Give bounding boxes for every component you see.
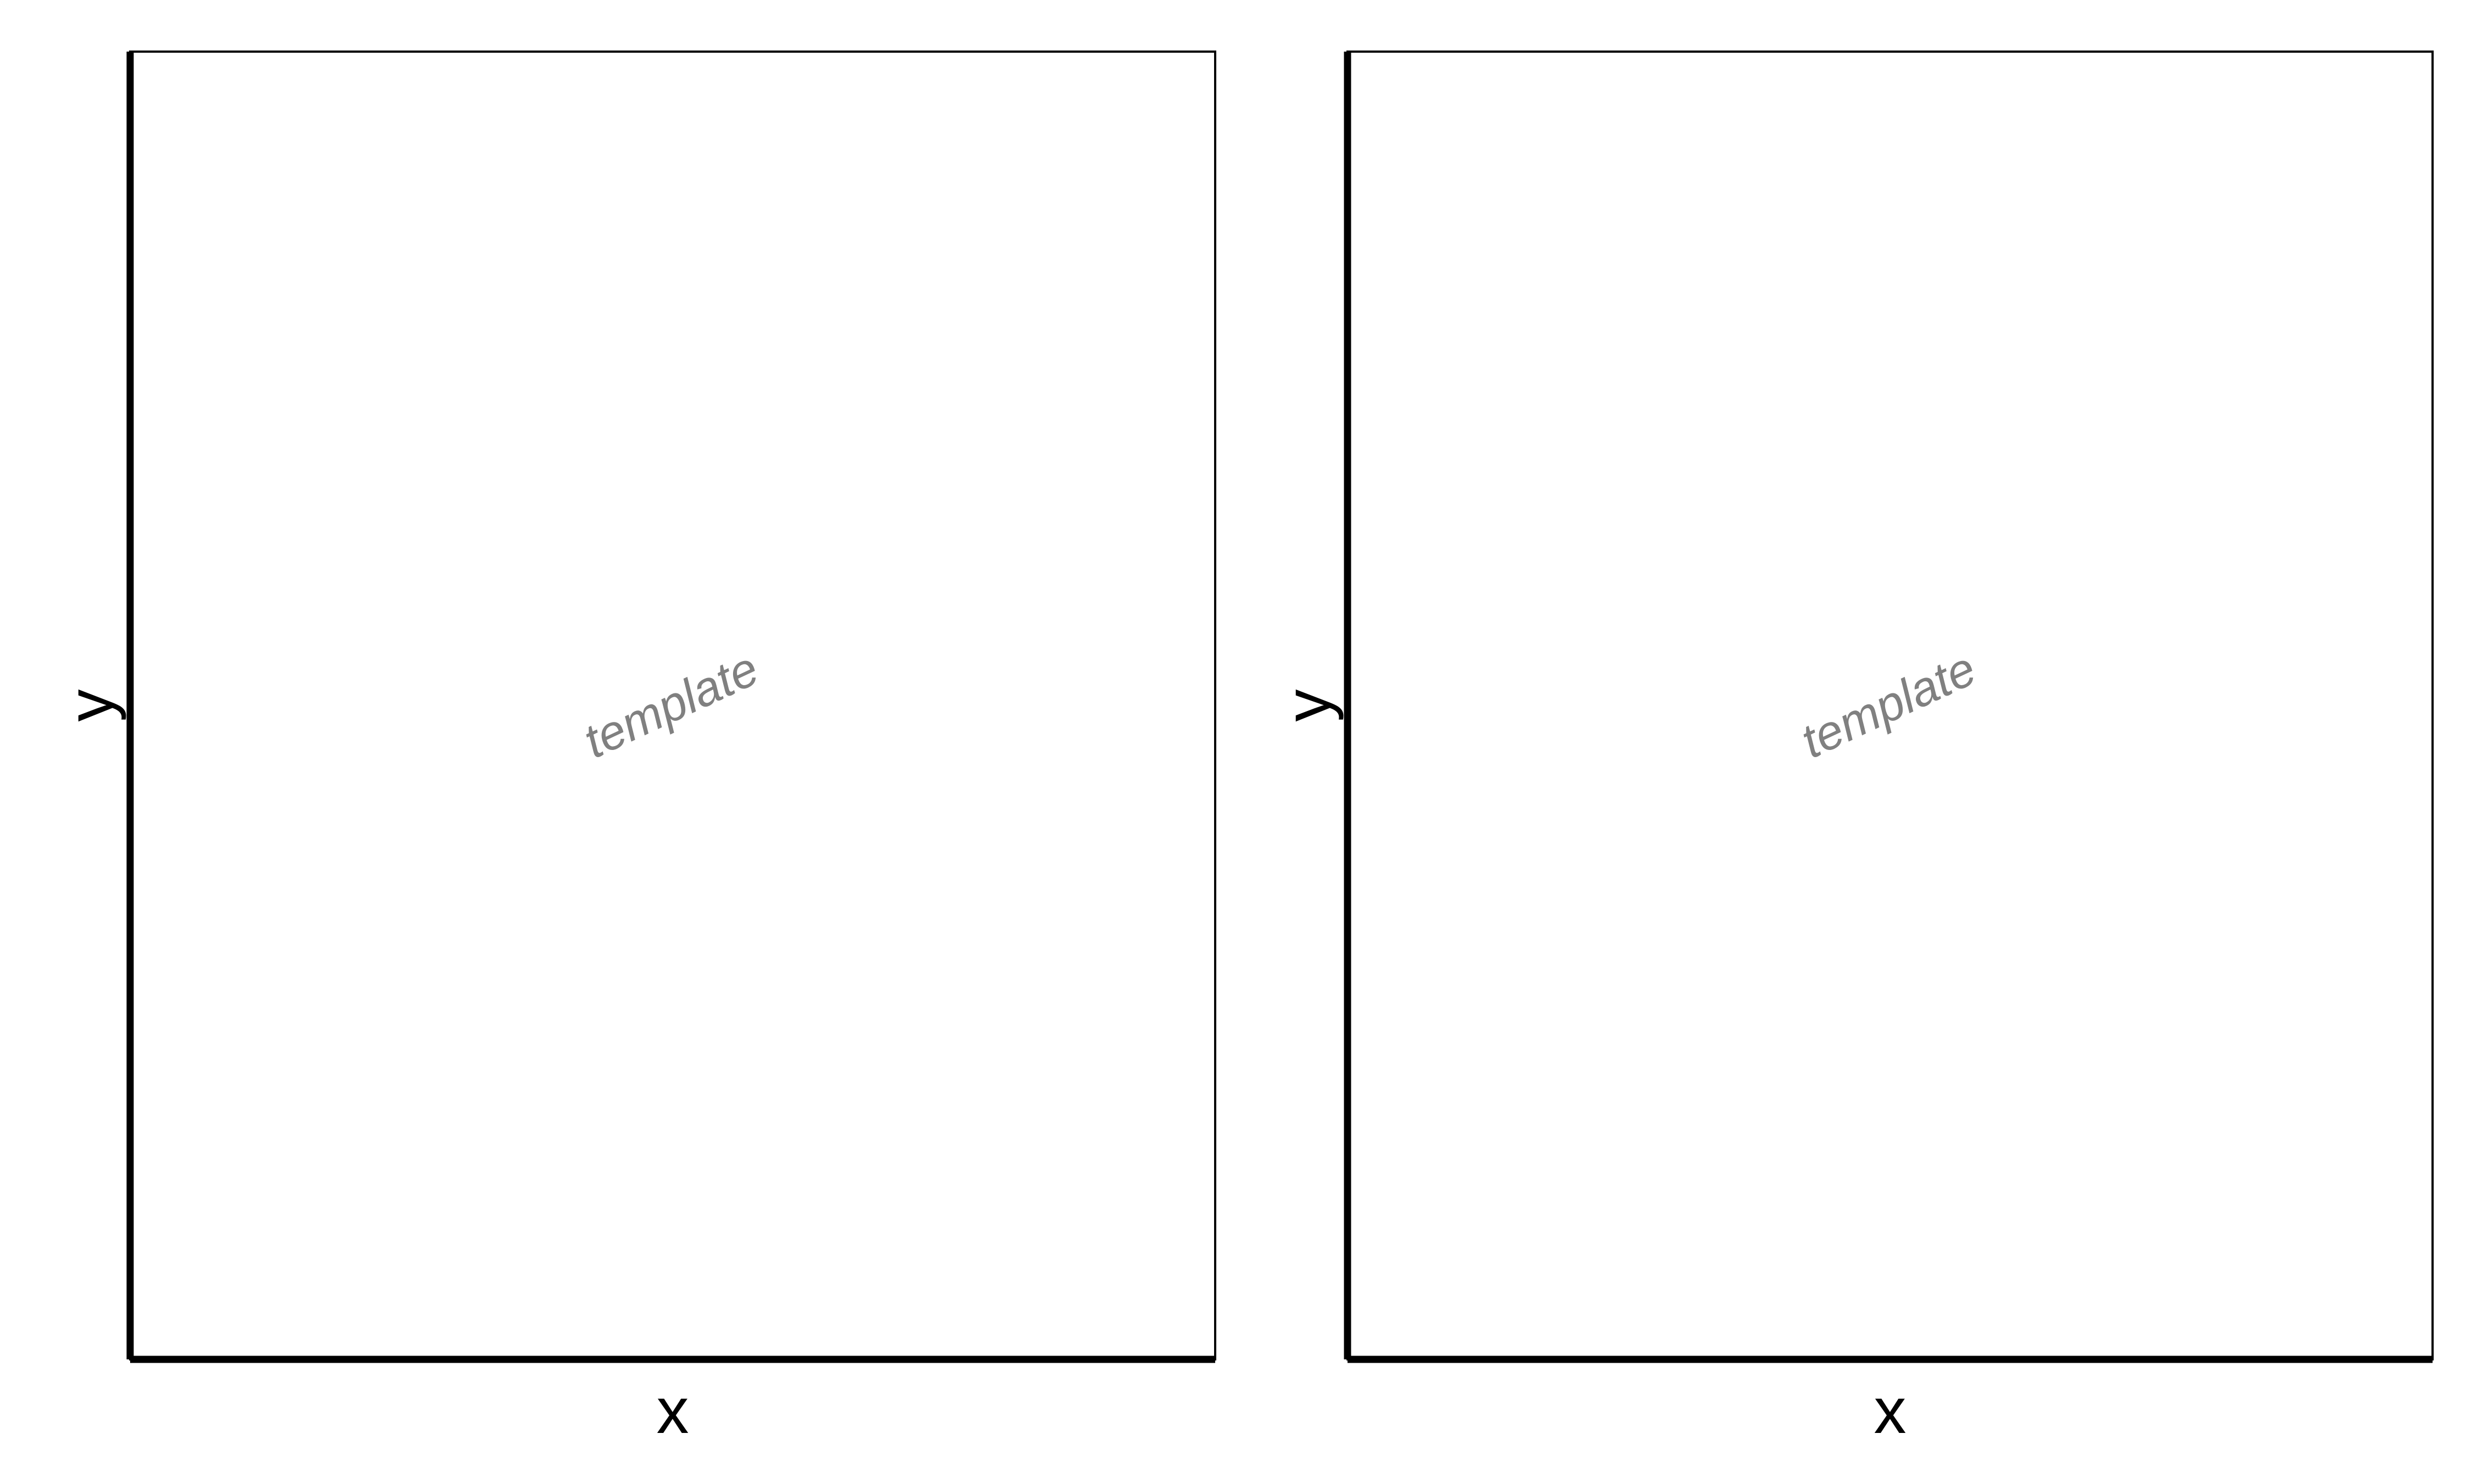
panel-1-y-axis-label: y: [54, 690, 127, 722]
panel-1: template x y: [54, 51, 1216, 1447]
panel-2: template x y: [1272, 51, 2434, 1447]
panel-2-y-axis-label: y: [1272, 690, 1344, 722]
panel-1-plot-frame: [129, 51, 1216, 1360]
panel-1-x-axis-label: x: [657, 1375, 689, 1447]
panel-2-x-axis-label: x: [1874, 1375, 1907, 1447]
